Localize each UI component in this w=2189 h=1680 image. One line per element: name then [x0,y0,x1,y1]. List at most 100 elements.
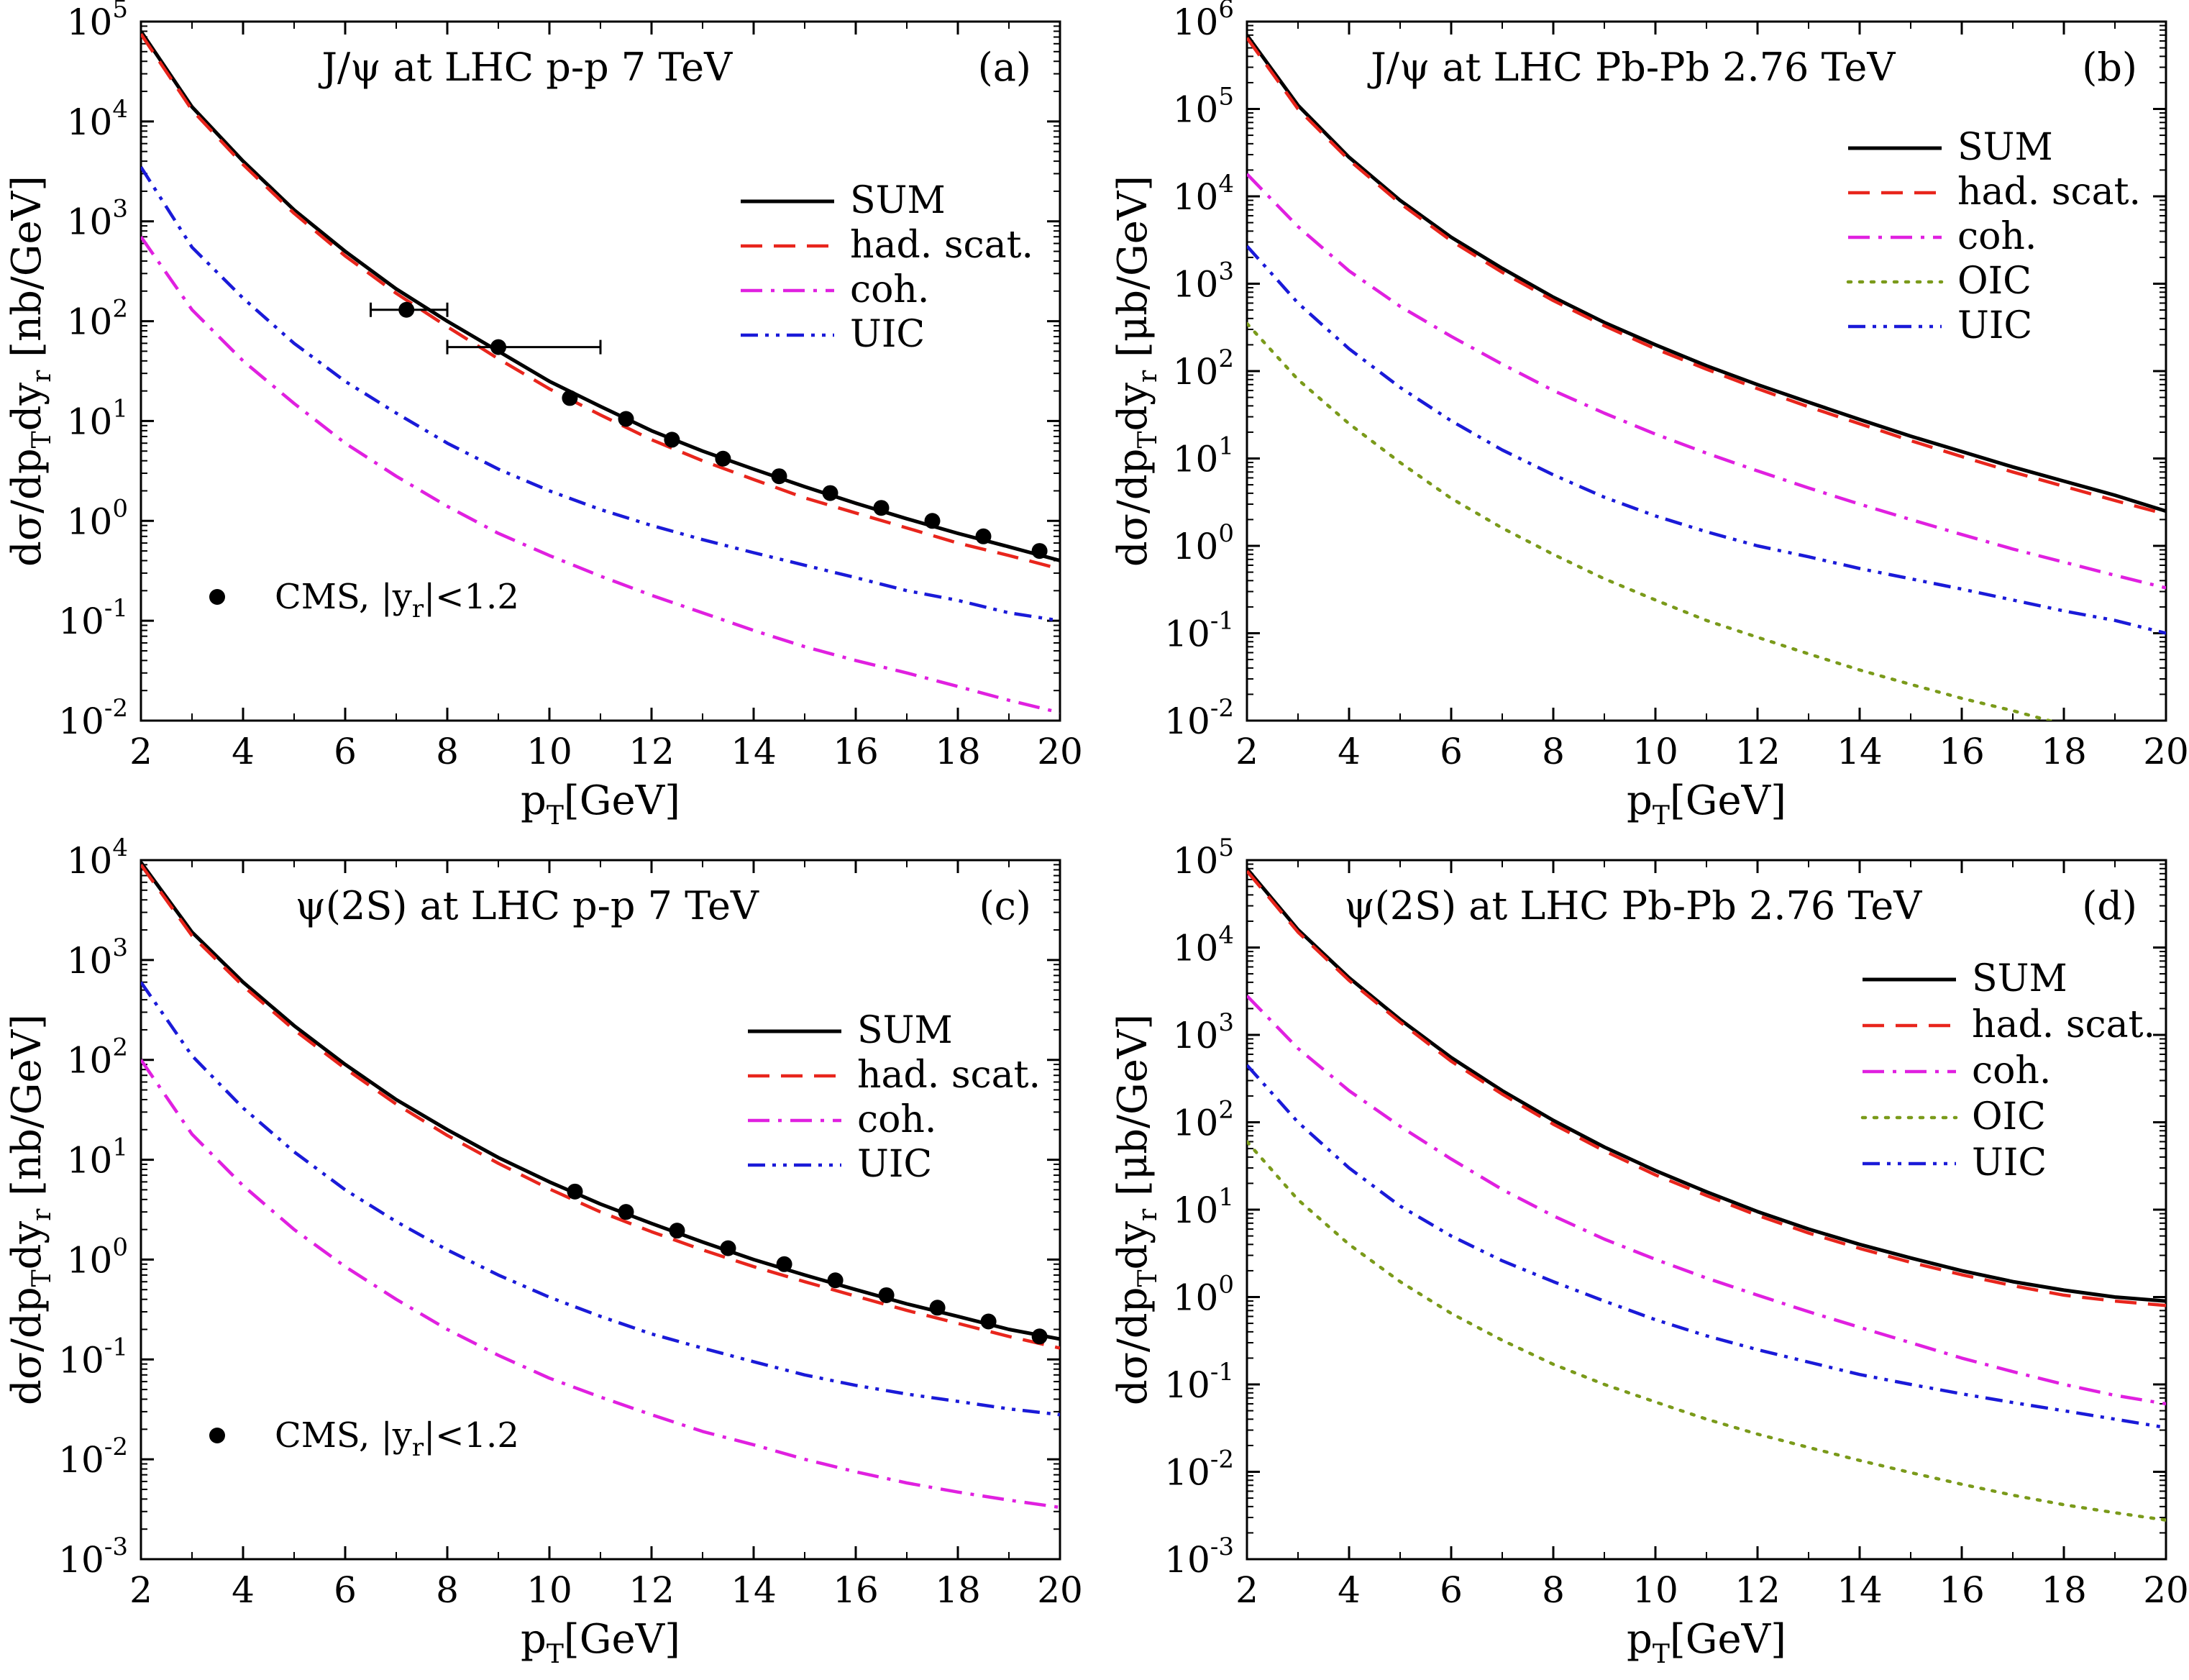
cms-label-tail: |<1.2 [424,1415,519,1456]
y-tick-label: 102 [67,295,128,343]
legend-label: coh. [857,1098,936,1141]
y-tick-label: 10-1 [1164,1358,1234,1406]
y-tick-label: 10-2 [58,694,128,742]
x-tick-label: 14 [731,1569,777,1611]
data-point [975,528,992,544]
panel-title: J/ψ at LHC Pb-Pb 2.76 TeV [1367,45,1896,90]
panel-title: ψ(2S) at LHC p-p 7 TeV [296,883,759,928]
y-tick-base: 10 [67,301,113,343]
y-tick-label: 105 [1173,83,1234,131]
y-tick-exponent: 2 [1218,1096,1234,1125]
data-point [715,450,731,467]
y-title-pre: dσ/dp [1110,449,1156,567]
x-tick-label: 10 [526,731,572,772]
y-title-pre: dσ/dp [4,1287,50,1405]
y-tick-base: 10 [58,1439,104,1481]
x-tick-label: 8 [1542,731,1565,772]
data-point [1031,543,1048,560]
legend-label: SUM [857,1009,953,1052]
x-tick-label: 16 [1939,1569,1985,1611]
legend-label: coh. [1972,1049,2051,1092]
y-tick-base: 10 [67,401,113,442]
y-tick-exponent: -1 [1210,1358,1234,1387]
y-tick-exponent: -1 [1210,607,1234,636]
panel-letter: (c) [979,883,1031,928]
y-title-unit: [μb/GeV] [1110,1014,1156,1209]
y-tick-label: 101 [67,1133,128,1182]
series-line-had-scat- [1247,37,2166,516]
y-tick-exponent: -3 [104,1533,128,1561]
y-tick-label: 105 [67,0,128,43]
y-tick-base: 10 [67,1239,113,1281]
x-tick-label: 14 [1837,731,1883,772]
y-tick-label: 101 [1173,432,1234,480]
series-line-oic [1247,1140,2166,1522]
y-tick-exponent: 4 [112,95,128,124]
x-tick-label: 16 [833,1569,879,1611]
x-tick-label: 14 [1837,1569,1883,1611]
x-tick-label: 8 [436,1569,459,1611]
y-tick-exponent: 2 [112,1033,128,1062]
y-title-mid: dy [4,382,50,431]
x-title-unit: [GeV] [564,777,680,824]
x-tick-label: 4 [1338,1569,1361,1611]
x-tick-label: 20 [1037,731,1083,772]
data-point [924,513,941,529]
y-tick-label: 10-3 [58,1533,128,1581]
y-tick-base: 10 [1173,1190,1219,1231]
y-title-pre: dσ/dp [1110,1287,1156,1406]
x-tick-label: 18 [2041,731,2087,772]
x-tick-label: 18 [935,731,981,772]
y-tick-label: 10-2 [1164,1446,1234,1494]
y-tick-label: 100 [67,1233,128,1281]
y-tick-exponent: -2 [1210,1446,1234,1474]
y-tick-base: 10 [1173,89,1219,131]
x-tick-label: 6 [1440,1569,1463,1611]
x-title-sub: T [1653,801,1670,831]
x-tick-label: 6 [334,731,357,772]
y-tick-exponent: 5 [1218,834,1234,862]
y-tick-base: 10 [1164,1539,1210,1581]
x-tick-label: 12 [1735,731,1781,772]
cms-label-main: CMS, |y [275,577,412,617]
y-tick-base: 10 [58,601,104,642]
series-group [141,861,1060,1510]
y-tick-label: 103 [1173,257,1234,306]
panel-letter: (d) [2082,883,2137,928]
series-group [1247,867,2166,1522]
x-tick-label: 2 [129,731,152,772]
series-line-oic [1247,321,2056,721]
y-tick-label: 10-1 [58,594,128,642]
y-tick-exponent: 2 [1218,344,1234,373]
x-axis-title: pT[GeV] [1627,777,1786,831]
y-tick-exponent: -2 [104,1433,128,1461]
y-axis-title: dσ/dpTdyr [nb/GeV] [4,175,57,567]
y-tick-base: 10 [1173,351,1219,393]
y-tick-exponent: 4 [1218,170,1234,198]
y-tick-label: 10-2 [1164,694,1234,742]
y-title-unit: [nb/GeV] [4,1014,50,1209]
y-title-sub1: T [1133,431,1163,448]
y-tick-label: 104 [1173,921,1234,969]
y-title-unit: [μb/GeV] [1110,175,1156,370]
y-tick-exponent: -2 [1210,694,1234,723]
cms-legend-marker [209,1428,225,1443]
y-tick-exponent: 4 [1218,921,1234,950]
y-tick-base: 10 [1173,1,1219,43]
legend-label: UIC [1957,304,2032,347]
y-tick-base: 10 [67,940,113,982]
x-title-main: p [521,777,547,824]
panel-title: J/ψ at LHC p-p 7 TeV [318,45,733,90]
y-title-sub2: r [1133,1208,1163,1221]
y-tick-label: 104 [67,95,128,143]
x-axis-title: pT[GeV] [521,777,680,831]
y-title-unit: [nb/GeV] [4,175,50,370]
y-tick-exponent: 1 [112,1133,128,1162]
data-point [618,411,634,427]
legend-label: OIC [1972,1095,2046,1138]
x-tick-label: 18 [935,1569,981,1611]
legend-label: OIC [1957,260,2032,303]
data-point [618,1204,634,1220]
cms-legend-label: CMS, |yr|<1.2 [275,577,519,624]
